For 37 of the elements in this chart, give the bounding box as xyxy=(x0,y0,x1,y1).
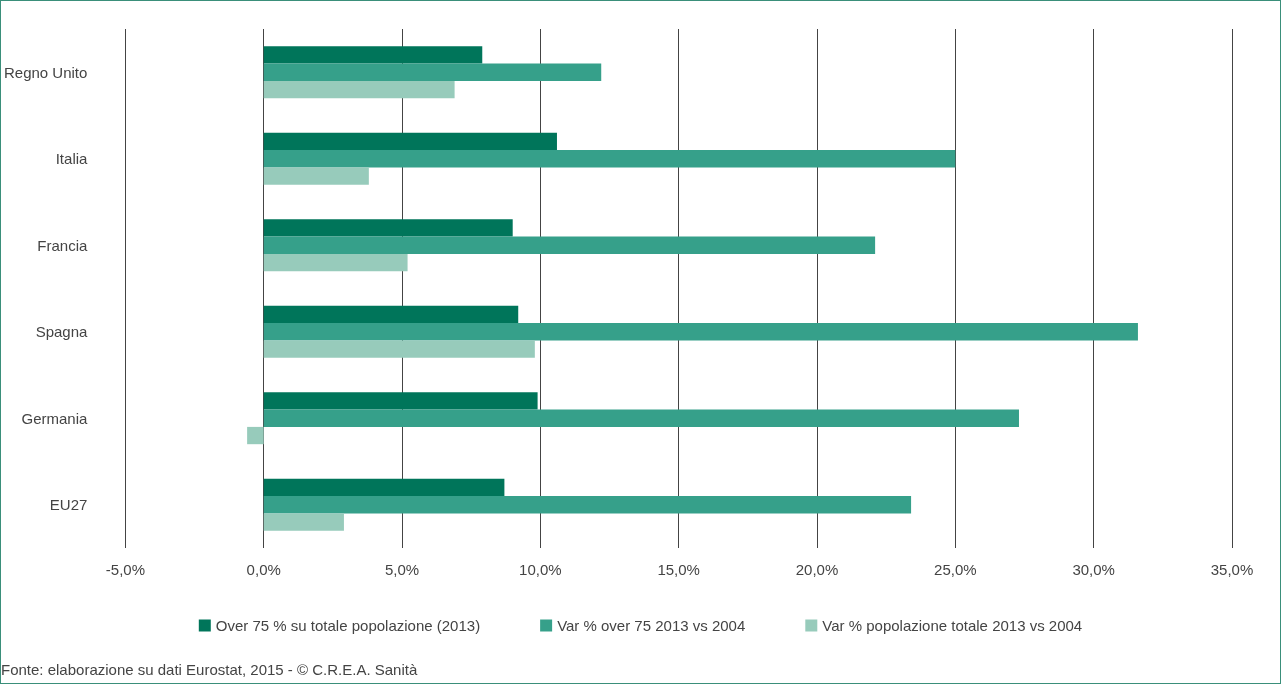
bar xyxy=(263,150,956,168)
y-tick-label: Spagna xyxy=(35,323,89,341)
bar xyxy=(263,323,1138,341)
bar xyxy=(263,392,538,410)
bar xyxy=(263,340,535,358)
x-tick-label: 15,0% xyxy=(657,561,700,578)
y-tick-label: Francia xyxy=(37,236,89,254)
bar xyxy=(263,305,519,324)
bar xyxy=(247,426,264,445)
y-tick-label: Italia xyxy=(55,150,89,168)
source-note: Fonte: elaborazione su dati Eurostat, 2015 - © C.R.E.A. Sanità xyxy=(1,661,418,678)
x-tick-label: 30,0% xyxy=(1072,561,1115,578)
bar xyxy=(263,80,455,99)
legend-label: Var % popolazione totale 2013 vs 2004 xyxy=(822,617,1083,634)
x-tick-label: 5,0% xyxy=(384,561,420,578)
x-tick-label: 20,0% xyxy=(795,561,839,578)
x-tick-label: 35,0% xyxy=(1210,561,1254,578)
x-tick-label: 0,0% xyxy=(246,561,281,578)
bar xyxy=(263,63,602,81)
y-tick-label: Regno Unito xyxy=(4,63,88,81)
bar xyxy=(263,513,344,531)
bar xyxy=(263,167,369,185)
x-tick-label: 25,0% xyxy=(934,561,977,578)
bar xyxy=(263,409,1019,427)
legend-label: Var % over 75 2013 vs 2004 xyxy=(557,617,746,634)
bar xyxy=(263,496,912,514)
bar xyxy=(263,219,513,237)
bar xyxy=(263,253,408,272)
bar xyxy=(263,132,557,151)
bar xyxy=(263,46,483,64)
y-tick-label: Germania xyxy=(21,409,89,427)
y-tick-label: EU27 xyxy=(49,496,88,514)
x-tick-label: 10,0% xyxy=(519,561,562,578)
legend-label: Over 75 % su totale popolazione (2013) xyxy=(215,617,481,634)
bar xyxy=(263,478,505,497)
bar xyxy=(263,236,876,254)
x-tick-label: -5,0% xyxy=(105,561,145,578)
